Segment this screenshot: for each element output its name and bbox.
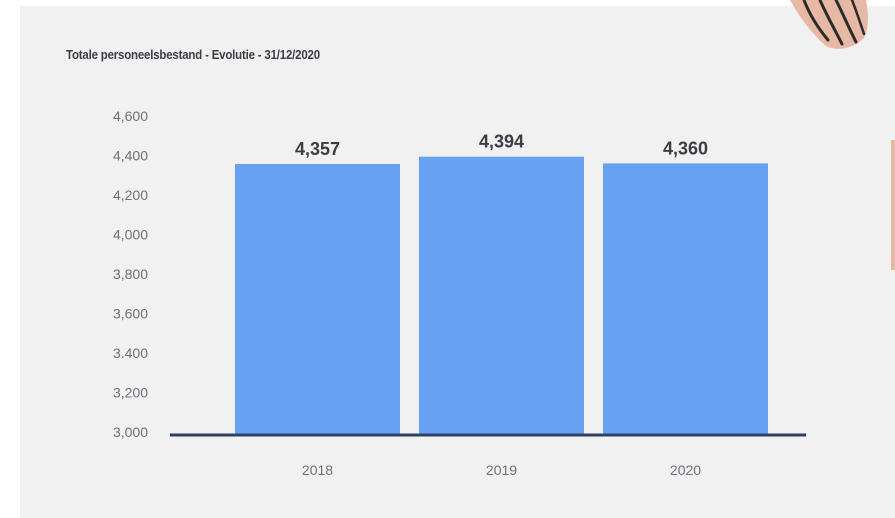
x-tick-label: 2018: [302, 462, 333, 478]
y-tick-label: 3.400: [113, 345, 148, 361]
y-tick-label: 4,000: [113, 227, 148, 243]
hand-edge-decoration: [891, 140, 895, 270]
y-tick-label: 3,200: [113, 385, 148, 401]
data-label-2018: 4,357: [295, 139, 340, 159]
bar-2020: [603, 163, 768, 435]
x-tick-label: 2020: [670, 462, 701, 478]
y-tick-label: 4,400: [113, 148, 148, 164]
y-tick-label: 3,000: [113, 424, 148, 440]
data-label-2019: 4,394: [479, 132, 524, 152]
data-label-2020: 4,360: [663, 138, 708, 158]
y-tick-label: 4,600: [113, 108, 148, 124]
y-tick-label: 4,200: [113, 187, 148, 203]
y-tick-label: 3,600: [113, 306, 148, 322]
bar-2019: [419, 156, 584, 435]
chart-title: Totale personeelsbestand - Evolutie - 31…: [66, 47, 320, 62]
y-tick-label: 3,800: [113, 266, 148, 282]
x-tick-label: 2019: [486, 462, 517, 478]
bar-2018: [235, 163, 400, 435]
